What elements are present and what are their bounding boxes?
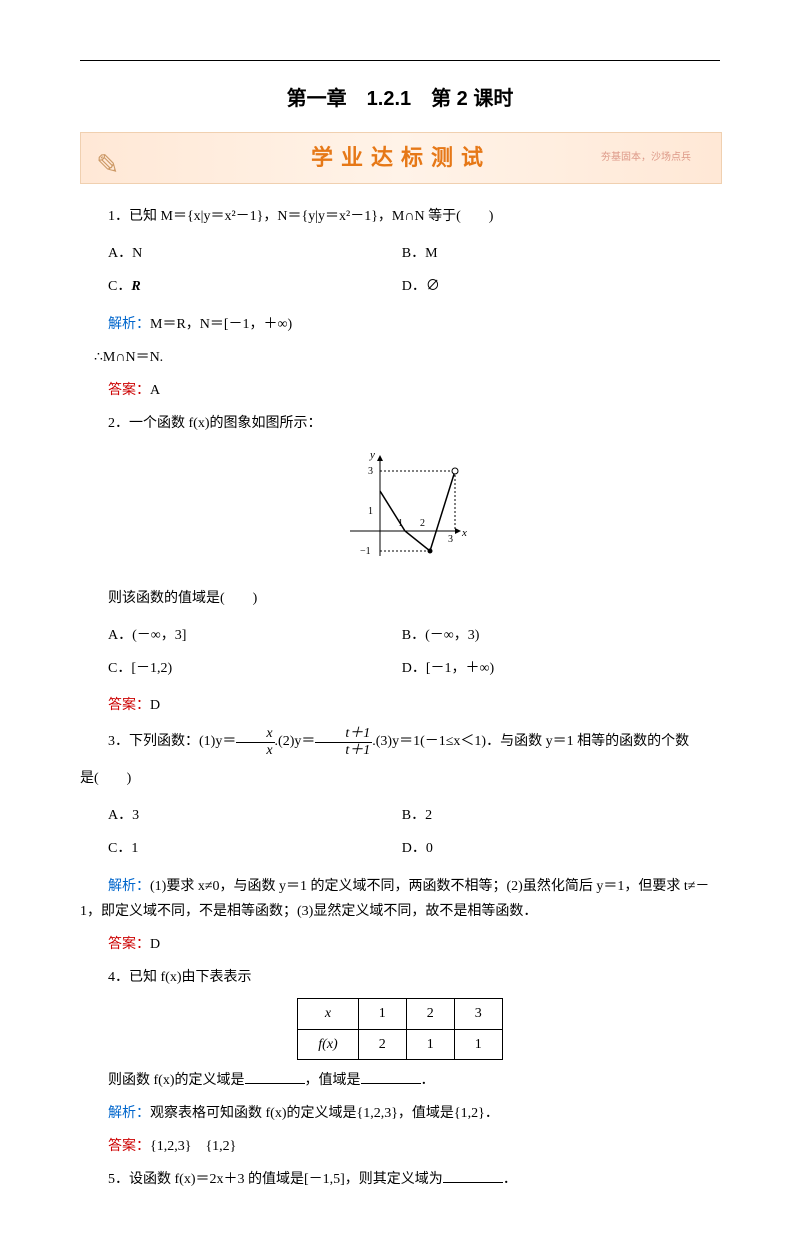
q1-analysis: 解析：M＝R，N＝[－1，＋∞): [80, 312, 720, 337]
table-cell: 1: [454, 1029, 502, 1059]
q1-option-a: A．N: [108, 241, 402, 266]
banner-icon: ✎: [96, 141, 126, 176]
q2-stem: 2．一个函数 f(x)的图象如图所示：: [80, 411, 720, 436]
answer-label: 答案：: [108, 937, 150, 952]
table-cell: x: [298, 999, 358, 1029]
q2-graph: x y 3 1 1 2 3 −1: [80, 446, 720, 575]
q4-2a: 则函数 f(x)的定义域是: [108, 1073, 245, 1088]
q4-answer-text: {1,2,3} {1,2}: [150, 1139, 236, 1154]
q3-analysis-text: (1)要求 x≠0，与函数 y＝1 的定义域不同，两函数不相等；(2)虽然化简后…: [80, 879, 709, 919]
q3-stem: 3．下列函数：(1)y＝xx.(2)y＝t＋1t＋1.(3)y＝1(－1≤x＜1…: [80, 726, 720, 758]
frac2-num: t＋1: [315, 726, 372, 742]
frac1-num: x: [236, 726, 274, 742]
q2-option-d: D．[－1，＋∞): [402, 656, 696, 681]
svg-text:3: 3: [448, 534, 453, 545]
svg-text:−1: −1: [360, 546, 371, 557]
q3-answer-text: D: [150, 937, 160, 952]
table-row: f(x) 2 1 1: [298, 1029, 502, 1059]
q2-stem2: 则该函数的值域是( ): [80, 586, 720, 611]
th-x: x: [325, 1006, 331, 1021]
q3-answer: 答案：D: [80, 932, 720, 957]
q4-table: x 1 2 3 f(x) 2 1 1: [297, 998, 502, 1059]
table-cell: 3: [454, 999, 502, 1029]
page-title: 第一章 1.2.1 第 2 课时: [80, 81, 720, 117]
analysis-label: 解析：: [108, 1106, 150, 1121]
svg-text:1: 1: [398, 518, 403, 529]
table-row: x 1 2 3: [298, 999, 502, 1029]
analysis-label: 解析：: [108, 879, 150, 894]
banner-subtext: 夯基固本，沙场点兵: [601, 149, 691, 167]
th-fx: f(x): [318, 1037, 337, 1052]
q1-answer: 答案：A: [80, 378, 720, 403]
q3-stem-end: 是( ): [80, 766, 720, 791]
function-graph: x y 3 1 1 2 3 −1: [330, 446, 470, 566]
q2-option-b: B．(－∞，3): [402, 623, 696, 648]
q4-stem: 4．已知 f(x)由下表表示: [80, 965, 720, 990]
q4-answer: 答案：{1,2,3} {1,2}: [80, 1134, 720, 1159]
top-rule: [80, 60, 720, 61]
q3-options: A．3 B．2 C．1 D．0: [108, 799, 720, 865]
q3-option-b: B．2: [402, 803, 696, 828]
q4-analysis-text: 观察表格可知函数 f(x)的定义域是{1,2,3}，值域是{1,2}．: [150, 1106, 499, 1121]
table-cell: 2: [358, 1029, 406, 1059]
q2-answer: 答案：D: [80, 693, 720, 718]
q3-option-c: C．1: [108, 836, 402, 861]
q2-option-a: A．(－∞，3]: [108, 623, 402, 648]
banner: ✎ 学业达标测试 夯基固本，沙场点兵: [80, 132, 722, 184]
answer-label: 答案：: [108, 698, 150, 713]
q3-mid2: .(3)y＝1(－1≤x＜1)．与函数 y＝1 相等的函数的个数: [372, 734, 689, 749]
frac1-den: x: [236, 743, 274, 758]
q3-analysis: 解析：(1)要求 x≠0，与函数 y＝1 的定义域不同，两函数不相等；(2)虽然…: [80, 874, 720, 924]
q3-mid1: .(2)y＝: [275, 734, 316, 749]
q3-pre: 3．下列函数：(1)y＝: [108, 734, 236, 749]
q5-b: ．: [503, 1172, 517, 1187]
svg-text:1: 1: [368, 506, 373, 517]
q1-answer-text: A: [150, 383, 160, 398]
q1-analysis2: ∴M∩N＝N.: [94, 345, 720, 370]
frac2-den: t＋1: [315, 743, 372, 758]
q2-options: A．(－∞，3] B．(－∞，3) C．[－1,2) D．[－1，＋∞): [108, 619, 720, 685]
q1-options: A．N B．M C．R D．∅: [108, 237, 720, 303]
blank: [245, 1069, 305, 1084]
analysis-label: 解析：: [108, 317, 150, 332]
q1-option-d: D．∅: [402, 274, 696, 299]
table-cell: 1: [406, 1029, 454, 1059]
table-cell: 1: [358, 999, 406, 1029]
q4-stem2: 则函数 f(x)的定义域是 ，值域是 ．: [80, 1068, 720, 1093]
q5-stem: 5．设函数 f(x)＝2x＋3 的值域是[－1,5]，则其定义域为 ．: [80, 1167, 720, 1192]
q1-option-b: B．M: [402, 241, 696, 266]
q1-stem: 1．已知 M＝{x|y＝x²－1}，N＝{y|y＝x²－1}，M∩N 等于( ): [80, 204, 720, 229]
table-cell: f(x): [298, 1029, 358, 1059]
svg-text:3: 3: [368, 466, 373, 477]
frac-2: t＋1t＋1: [315, 726, 372, 758]
table-cell: 2: [406, 999, 454, 1029]
answer-label: 答案：: [108, 1139, 150, 1154]
q4-analysis: 解析：观察表格可知函数 f(x)的定义域是{1,2,3}，值域是{1,2}．: [80, 1101, 720, 1126]
blank: [443, 1168, 503, 1183]
q3-option-a: A．3: [108, 803, 402, 828]
banner-text: 学业达标测试: [311, 138, 491, 178]
svg-text:2: 2: [420, 518, 425, 529]
q4-2b: ，值域是: [305, 1073, 361, 1088]
svg-text:y: y: [369, 449, 375, 461]
q4-2c: ．: [421, 1073, 435, 1088]
q3-option-d: D．0: [402, 836, 696, 861]
q2-option-c: C．[－1,2): [108, 656, 402, 681]
blank: [361, 1069, 421, 1084]
q5-a: 5．设函数 f(x)＝2x＋3 的值域是[－1,5]，则其定义域为: [108, 1172, 443, 1187]
q1-option-c: C．R: [108, 274, 402, 299]
q2-answer-text: D: [150, 698, 160, 713]
answer-label: 答案：: [108, 383, 150, 398]
svg-text:x: x: [461, 527, 467, 539]
q1-stem-text: 1．已知 M＝{x|y＝x²－1}，N＝{y|y＝x²－1}，M∩N 等于( ): [108, 209, 493, 224]
frac-1: xx: [236, 726, 274, 758]
q1-analysis-text: M＝R，N＝[－1，＋∞): [150, 317, 292, 332]
